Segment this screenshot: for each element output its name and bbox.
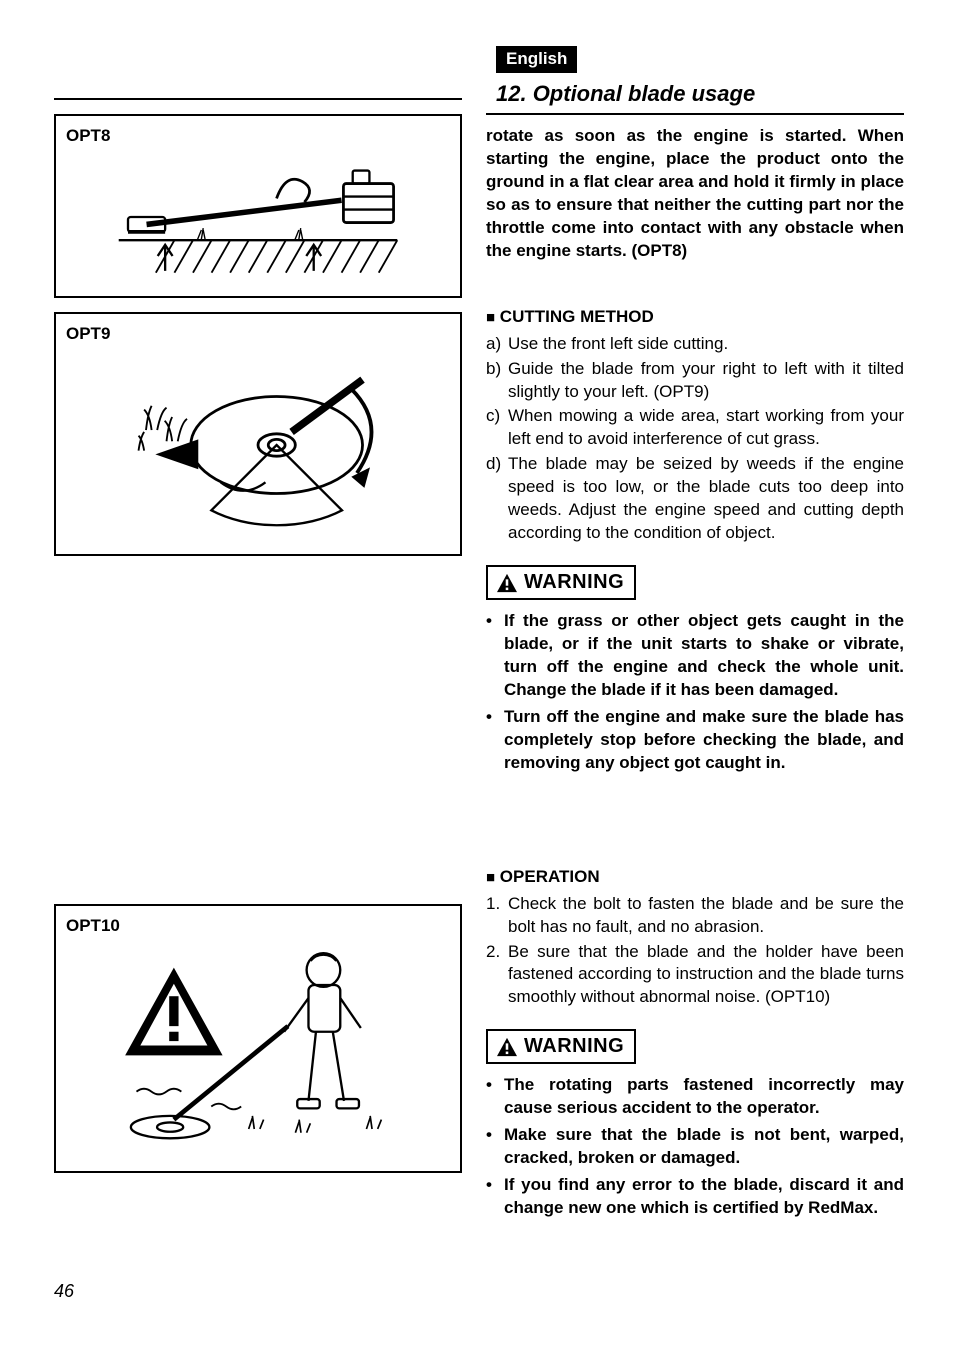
- page-root: OPT8: [54, 46, 904, 1224]
- list-item: •The rotating parts fastened incorrectly…: [486, 1074, 904, 1120]
- language-badge: English: [496, 46, 577, 73]
- warning-box-1: WARNING: [486, 565, 636, 600]
- right-column: English 12. Optional blade usage rotate …: [486, 46, 904, 1224]
- intro-paragraph: rotate as soon as the engine is started.…: [486, 125, 904, 263]
- list-label: 1.: [486, 893, 508, 939]
- figure-opt9-art: [66, 350, 450, 540]
- list-text: Turn off the engine and make sure the bl…: [504, 706, 904, 775]
- list-item: •If the grass or other object gets caugh…: [486, 610, 904, 702]
- list-item: d)The blade may be seized by weeds if th…: [486, 453, 904, 545]
- list-text: Make sure that the blade is not bent, wa…: [504, 1124, 904, 1170]
- section-title: 12. Optional blade usage: [486, 77, 904, 115]
- cutting-method-list: a)Use the front left side cutting. b)Gui…: [486, 333, 904, 545]
- square-bullet-icon: ■: [486, 309, 495, 326]
- figure-opt10-art: [66, 942, 450, 1157]
- list-item: c)When mowing a wide area, start working…: [486, 405, 904, 451]
- figure-opt10: OPT10: [54, 904, 462, 1173]
- list-text: If you find any error to the blade, disc…: [504, 1174, 904, 1220]
- list-label: d): [486, 453, 508, 545]
- list-text: The rotating parts fastened incorrectly …: [504, 1074, 904, 1120]
- warning2-bullets: •The rotating parts fastened incorrectly…: [486, 1074, 904, 1220]
- list-text: Use the front left side cutting.: [508, 333, 728, 356]
- list-item: •Make sure that the blade is not bent, w…: [486, 1124, 904, 1170]
- warning-label: WARNING: [524, 571, 624, 594]
- list-text: Guide the blade from your right to left …: [508, 358, 904, 404]
- bullet-dot-icon: •: [486, 1074, 504, 1120]
- square-bullet-icon: ■: [486, 869, 495, 886]
- list-item: 1.Check the bolt to fasten the blade and…: [486, 893, 904, 939]
- warning-box-2: WARNING: [486, 1029, 636, 1064]
- left-top-rule: [54, 98, 462, 100]
- bullet-dot-icon: •: [486, 706, 504, 775]
- bullet-dot-icon: •: [486, 610, 504, 702]
- figure-opt9-label: OPT9: [66, 324, 450, 344]
- figure-opt10-label: OPT10: [66, 916, 450, 936]
- bullet-dot-icon: •: [486, 1174, 504, 1220]
- warning-triangle-icon: [496, 573, 518, 593]
- figure-opt8-art: [66, 152, 450, 282]
- list-text: Check the bolt to fasten the blade and b…: [508, 893, 904, 939]
- list-label: 2.: [486, 941, 508, 1010]
- operation-heading-text: OPERATION: [500, 867, 600, 886]
- list-text: The blade may be seized by weeds if the …: [508, 453, 904, 545]
- list-item: 2.Be sure that the blade and the holder …: [486, 941, 904, 1010]
- list-item: a)Use the front left side cutting.: [486, 333, 904, 356]
- warning-label: WARNING: [524, 1035, 624, 1058]
- warning1-bullets: •If the grass or other object gets caugh…: [486, 610, 904, 775]
- list-text: If the grass or other object gets caught…: [504, 610, 904, 702]
- list-text: When mowing a wide area, start working f…: [508, 405, 904, 451]
- operation-list: 1.Check the bolt to fasten the blade and…: [486, 893, 904, 1010]
- list-label: b): [486, 358, 508, 404]
- operation-heading: ■ OPERATION: [486, 867, 904, 887]
- left-column: OPT8: [54, 46, 462, 1224]
- cutting-method-heading: ■ CUTTING METHOD: [486, 307, 904, 327]
- warning-triangle-icon: [496, 1037, 518, 1057]
- list-text: Be sure that the blade and the holder ha…: [508, 941, 904, 1010]
- list-item: •If you find any error to the blade, dis…: [486, 1174, 904, 1220]
- list-label: a): [486, 333, 508, 356]
- list-item: •Turn off the engine and make sure the b…: [486, 706, 904, 775]
- figure-opt9: OPT9: [54, 312, 462, 556]
- figure-opt8-label: OPT8: [66, 126, 450, 146]
- figure-opt8: OPT8: [54, 114, 462, 298]
- cutting-method-heading-text: CUTTING METHOD: [500, 307, 654, 326]
- list-item: b)Guide the blade from your right to lef…: [486, 358, 904, 404]
- list-label: c): [486, 405, 508, 451]
- header: English: [486, 46, 904, 73]
- bullet-dot-icon: •: [486, 1124, 504, 1170]
- page-number: 46: [54, 1281, 74, 1302]
